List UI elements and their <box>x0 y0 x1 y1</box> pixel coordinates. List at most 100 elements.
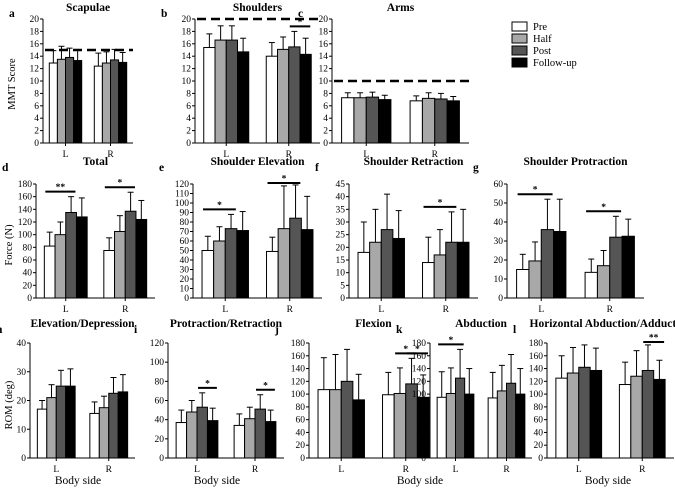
y-tick-label-l: 20 <box>534 441 544 451</box>
panel-letter-c: c <box>298 8 303 20</box>
y-tick-label-b: 10 <box>182 77 192 87</box>
y-tick-label-l: 180 <box>529 339 544 349</box>
bar-a-L-half <box>56 58 67 144</box>
y-tick-label-k: 80 <box>417 403 427 413</box>
y-tick-label-i: 20 <box>155 435 165 445</box>
x-tick-label-d-R: R <box>122 305 129 315</box>
bar-c-L-half <box>353 97 367 144</box>
bar-c-R-post <box>434 98 448 144</box>
bar-h-R-post <box>108 392 119 459</box>
bar-a-L-follow-up <box>73 60 83 144</box>
y-tick-label-l: 140 <box>529 365 544 375</box>
bar-g-R-half <box>596 265 611 299</box>
significance-marker-g-1: * <box>601 203 606 213</box>
x-axis-title-h: Body side <box>55 475 101 487</box>
y-tick-label-l: 100 <box>529 390 544 400</box>
x-tick-label-c-R: R <box>432 150 439 160</box>
significance-marker-k-0: * <box>449 336 454 346</box>
legend: Pre Half Post Follow-up <box>511 21 577 69</box>
bar-c-R-pre <box>409 100 423 144</box>
bar-b-L-pre <box>203 47 216 144</box>
bar-j-R-half <box>393 392 407 459</box>
y-tick-label-b: 2 <box>186 127 191 137</box>
panel-title-l: Horizontal Abduction/Adduction <box>530 318 675 330</box>
y-tick-label-k: 60 <box>417 416 427 426</box>
y-tick-label-e: 0 <box>184 294 189 304</box>
y-tick-label-e: 80 <box>180 218 190 228</box>
bar-g-L-half <box>528 260 542 299</box>
panel-letter-g: g <box>473 162 479 174</box>
bar-c-R-half <box>421 97 436 144</box>
y-tick-label-b: 14 <box>182 52 192 62</box>
panel-title-j: Flexion <box>355 318 392 330</box>
bar-i-R-follow-up <box>264 421 277 459</box>
x-tick-label-l-R: R <box>639 465 646 475</box>
bar-a-R-half <box>101 62 112 144</box>
x-axis-title-i: Body side <box>194 475 240 487</box>
bar-l-L-half <box>566 372 580 459</box>
y-tick-label-g: 20 <box>494 256 504 266</box>
y-tick-label-h: 20 <box>17 397 27 407</box>
significance-marker-d-0: ** <box>56 183 66 193</box>
y-tick-label-j: 100 <box>291 390 306 400</box>
bar-b-L-follow-up <box>237 51 250 144</box>
y-tick-label-f: 25 <box>336 231 346 241</box>
panel-f: 0 5 10 15 20 25 30 35 40 45 L R * f Shoulder Retractio… <box>315 156 478 315</box>
panel-letter-d: d <box>2 162 9 174</box>
bar-e-R-pre <box>266 250 279 299</box>
bar-e-L-follow-up <box>236 230 249 299</box>
legend-label-follow-up: Follow-up <box>533 58 577 69</box>
bar-k-L-half <box>445 392 457 459</box>
y-axis-title-d: Force (N) <box>4 224 15 266</box>
y-tick-label-a: 2 <box>34 127 39 137</box>
y-tick-label-l: 120 <box>529 377 544 387</box>
y-tick-label-e: 20 <box>180 275 190 285</box>
y-tick-label-a: 20 <box>30 15 40 25</box>
y-tick-label-e: 110 <box>175 190 189 200</box>
bar-b-L-post <box>225 39 238 144</box>
legend-label-pre: Pre <box>533 22 547 33</box>
y-tick-label-e: 30 <box>180 266 190 276</box>
y-tick-label-e: 90 <box>180 209 190 219</box>
y-tick-label-a: 0 <box>34 139 39 149</box>
panel-a: 0 2 4 6 8 10 12 14 16 18 20 L Ra Scapulae MMT Score <box>7 2 133 160</box>
bar-b-R-half <box>277 48 290 144</box>
bar-d-L-pre <box>43 245 56 299</box>
panel-c: 0 2 4 6 8 10 12 14 16 18 20 L Rc Arms <box>298 2 469 160</box>
y-tick-label-b: 12 <box>182 65 192 75</box>
y-tick-label-f: 20 <box>336 243 346 253</box>
x-tick-label-e-L: L <box>222 305 228 315</box>
y-tick-label-c: 8 <box>323 89 328 99</box>
significance-marker-j-1: * <box>415 345 420 355</box>
y-tick-label-k: 180 <box>412 339 427 349</box>
x-tick-label-l-L: L <box>576 465 582 475</box>
bar-k-R-follow-up <box>515 393 526 459</box>
x-tick-label-h-L: L <box>53 465 59 475</box>
panel-title-f: Shoulder Retraction <box>364 156 464 168</box>
y-tick-label-c: 0 <box>323 139 328 149</box>
legend-label-post: Post <box>533 46 551 57</box>
bar-k-R-pre <box>487 397 498 459</box>
panel-letter-i: i <box>134 324 138 336</box>
bar-e-L-half <box>213 240 226 299</box>
x-tick-label-d-L: L <box>63 305 69 315</box>
panel-title-k: Abduction <box>455 318 507 330</box>
y-tick-label-f: 10 <box>336 269 346 279</box>
bar-h-L-follow-up <box>65 385 76 459</box>
y-tick-label-k: 160 <box>412 352 427 362</box>
bar-l-R-post <box>641 369 655 459</box>
x-axis-labels: Body side Body side Body side Body side <box>55 475 631 487</box>
panel-h: 0 10 20 30 40 L Rh Elevation/Depression ROM (deg… <box>0 318 135 475</box>
y-tick-label-a: 12 <box>30 65 40 75</box>
y-tick-label-h: 0 <box>21 454 26 464</box>
bar-h-L-post <box>55 385 67 459</box>
bar-l-R-pre <box>618 384 632 459</box>
y-tick-label-b: 0 <box>186 139 191 149</box>
panel-letter-a: a <box>9 8 15 20</box>
bar-l-R-half <box>630 375 643 459</box>
bar-c-R-follow-up <box>446 100 460 144</box>
panel-title-h: Elevation/Depression <box>31 318 136 330</box>
y-tick-label-c: 12 <box>319 65 329 75</box>
bar-b-L-half <box>214 39 227 144</box>
bar-j-L-half <box>329 389 342 459</box>
